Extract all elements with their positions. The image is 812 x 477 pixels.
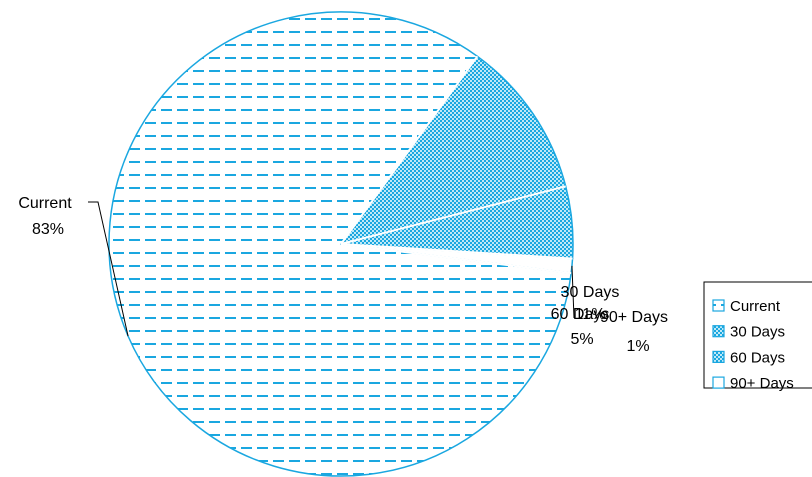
svg-text:90+ Days: 90+ Days (600, 309, 668, 326)
legend: Current 30 Days 60 Days 90+ Days (703, 281, 812, 392)
svg-text:60 Days: 60 Days (551, 306, 610, 323)
data-label-60-days: 60 Days 5% (551, 306, 610, 348)
svg-text:30 Days: 30 Days (561, 284, 620, 301)
svg-text:Current: Current (18, 195, 72, 212)
legend-item-30-days: 30 Days (712, 324, 785, 341)
legend-swatch (712, 299, 725, 312)
legend-label: 30 Days (730, 324, 785, 341)
slice-separator (340, 243, 573, 260)
svg-text:11%: 11% (575, 306, 606, 323)
legend-item-current: Current (712, 298, 781, 315)
data-label-30-days: 30 Days 11% (561, 284, 620, 323)
legend-swatch (712, 325, 725, 338)
data-labels: Current 83% 30 Days 11%60 Days 5% 90+ Days 1% (18, 195, 668, 355)
svg-text:5%: 5% (570, 331, 593, 348)
svg-text:1%: 1% (626, 338, 649, 355)
svg-text:83%: 83% (32, 221, 64, 238)
legend-label: 60 Days (730, 349, 785, 366)
legend-item-90-days: 90+ Days (712, 375, 794, 392)
legend-swatch (712, 376, 725, 389)
slice-separator (340, 55, 479, 245)
pie-slice-current (108, 11, 572, 477)
data-label-90-days: 90+ Days 1% (571, 265, 668, 355)
legend-item-60-days: 60 Days (712, 349, 785, 366)
pie-slice-30-days (340, 55, 567, 245)
data-label-current: Current 83% (18, 195, 129, 337)
legend-label: Current (730, 298, 781, 315)
pie-slices (108, 11, 574, 477)
legend-swatch (712, 350, 725, 363)
slice-separator (340, 243, 572, 275)
slice-separator (340, 185, 566, 245)
legend-label: 90+ Days (730, 375, 794, 392)
